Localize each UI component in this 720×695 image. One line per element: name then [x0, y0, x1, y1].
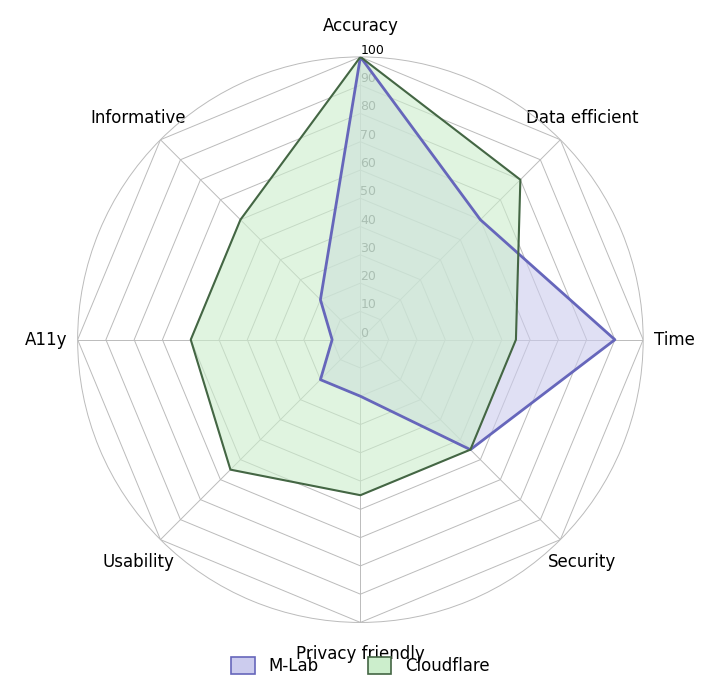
Polygon shape	[320, 57, 615, 450]
Polygon shape	[191, 57, 521, 496]
Legend: M-Lab, Cloudflare: M-Lab, Cloudflare	[225, 651, 496, 682]
